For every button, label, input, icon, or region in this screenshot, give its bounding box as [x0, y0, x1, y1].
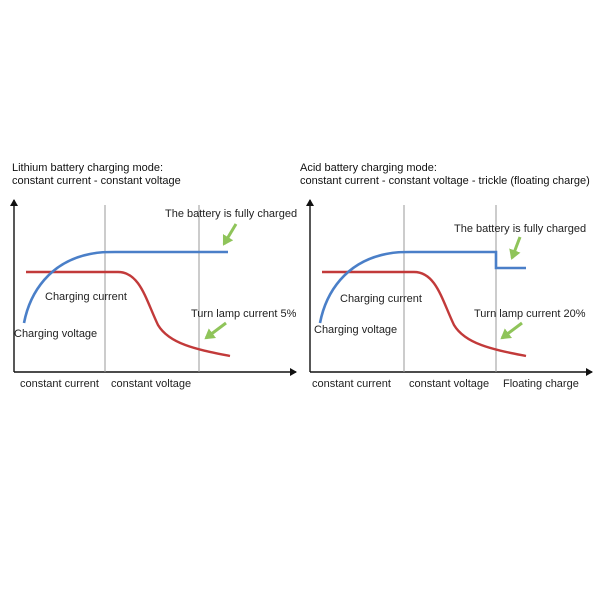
acid-phase-floating-charge: Floating charge	[503, 378, 579, 390]
lithium-title-line2: constant current - constant voltage	[12, 175, 181, 187]
lithium-phase-constant-voltage: constant voltage	[111, 378, 191, 390]
acid-turn-lamp-label: Turn lamp current 20%	[474, 308, 586, 320]
acid-phase-constant-current: constant current	[312, 378, 391, 390]
acid-charging-voltage-label: Charging voltage	[314, 324, 397, 336]
lithium-title-line1: Lithium battery charging mode:	[12, 162, 163, 174]
lithium-diagram: Lithium battery charging mode: constant …	[10, 162, 297, 390]
acid-title-line1: Acid battery charging mode:	[300, 162, 437, 174]
acid-fully-charged-arrow	[509, 236, 522, 260]
lithium-fully-charged-arrow	[222, 223, 238, 246]
lithium-charging-voltage-curve	[22, 250, 228, 324]
lithium-turn-lamp-arrow	[204, 321, 227, 340]
lithium-turn-lamp-label: Turn lamp current 5%	[191, 308, 297, 320]
lithium-fully-charged-label: The battery is fully charged	[165, 208, 297, 220]
acid-turn-lamp-arrow	[500, 321, 523, 340]
acid-fully-charged-label: The battery is fully charged	[454, 223, 586, 235]
lithium-charging-current-curve	[26, 270, 231, 358]
acid-phase-constant-voltage: constant voltage	[409, 378, 489, 390]
acid-diagram: Acid battery charging mode: constant cur…	[300, 162, 593, 390]
acid-charging-current-label: Charging current	[340, 293, 422, 305]
lithium-charging-voltage-label: Charging voltage	[14, 328, 97, 340]
acid-title-line2: constant current - constant voltage - tr…	[300, 175, 590, 187]
lithium-charging-current-label: Charging current	[45, 291, 127, 303]
acid-charging-voltage-curve	[318, 250, 526, 324]
acid-charging-current-curve	[322, 270, 527, 358]
lithium-phase-constant-current: constant current	[20, 378, 99, 390]
